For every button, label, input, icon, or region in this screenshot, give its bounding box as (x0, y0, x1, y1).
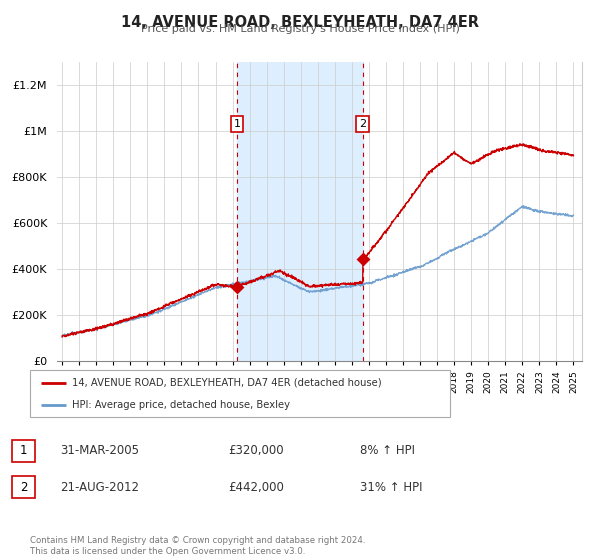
Text: Contains HM Land Registry data © Crown copyright and database right 2024.
This d: Contains HM Land Registry data © Crown c… (30, 536, 365, 556)
Text: 14, AVENUE ROAD, BEXLEYHEATH, DA7 4ER (detached house): 14, AVENUE ROAD, BEXLEYHEATH, DA7 4ER (d… (72, 378, 382, 388)
Text: 31-MAR-2005: 31-MAR-2005 (60, 444, 139, 458)
Point (358, 255, 368, 264)
Text: Price paid vs. HM Land Registry's House Price Index (HPI): Price paid vs. HM Land Registry's House … (140, 24, 460, 34)
FancyBboxPatch shape (30, 370, 450, 417)
Text: 14, AVENUE ROAD, BEXLEYHEATH, DA7 4ER: 14, AVENUE ROAD, BEXLEYHEATH, DA7 4ER (121, 15, 479, 30)
Text: 1: 1 (20, 444, 27, 458)
Text: HPI: Average price, detached house, Bexley: HPI: Average price, detached house, Bexl… (72, 400, 290, 410)
Text: 2: 2 (359, 119, 367, 129)
Text: 2: 2 (20, 480, 27, 494)
Text: 31% ↑ HPI: 31% ↑ HPI (360, 480, 422, 494)
Point (232, 283, 242, 292)
Text: 8% ↑ HPI: 8% ↑ HPI (360, 444, 415, 458)
Bar (237, 62, 363, 361)
Text: £442,000: £442,000 (228, 480, 284, 494)
Text: 1: 1 (233, 119, 241, 129)
Text: £320,000: £320,000 (228, 444, 284, 458)
Text: 21-AUG-2012: 21-AUG-2012 (60, 480, 139, 494)
